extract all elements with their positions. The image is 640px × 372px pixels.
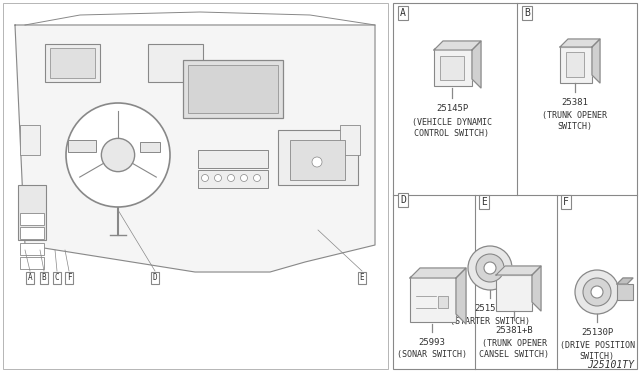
Polygon shape <box>496 266 541 275</box>
Bar <box>188 65 278 113</box>
Polygon shape <box>617 278 633 284</box>
Bar <box>68 140 96 152</box>
Polygon shape <box>472 41 481 88</box>
Polygon shape <box>592 39 600 83</box>
Circle shape <box>575 270 619 314</box>
Bar <box>496 275 532 311</box>
Text: 25150N: 25150N <box>474 304 506 313</box>
Bar <box>198 170 268 188</box>
Text: C: C <box>54 273 60 282</box>
Bar <box>140 142 160 152</box>
Circle shape <box>227 174 234 182</box>
Polygon shape <box>15 25 375 272</box>
Circle shape <box>66 103 170 207</box>
Bar <box>440 56 464 80</box>
Text: (DRIVE POSITION
SWITCH): (DRIVE POSITION SWITCH) <box>559 341 634 361</box>
Bar <box>410 276 456 322</box>
Circle shape <box>468 246 512 290</box>
Bar <box>340 125 360 155</box>
Bar <box>45 44 100 82</box>
Polygon shape <box>456 268 466 324</box>
Polygon shape <box>434 41 481 50</box>
Text: A: A <box>28 273 32 282</box>
Bar <box>566 52 584 77</box>
Circle shape <box>101 138 134 171</box>
Text: 25993: 25993 <box>419 338 445 347</box>
Bar <box>20 257 44 269</box>
Bar <box>438 296 448 308</box>
Circle shape <box>241 174 248 182</box>
Bar <box>50 48 95 78</box>
Text: E: E <box>360 273 364 282</box>
Bar <box>393 3 637 369</box>
Bar <box>183 60 283 118</box>
Bar <box>290 140 345 180</box>
Bar <box>278 130 358 185</box>
Text: (TRUNK OPENER
SWITCH): (TRUNK OPENER SWITCH) <box>543 111 607 131</box>
Circle shape <box>476 254 504 282</box>
Text: F: F <box>67 273 71 282</box>
Bar <box>20 227 44 239</box>
Text: A: A <box>400 8 406 18</box>
Text: 25381+B: 25381+B <box>495 326 533 335</box>
Bar <box>617 284 633 300</box>
Text: E: E <box>481 197 487 207</box>
Text: (TRUNK OPENER
CANSEL SWITCH): (TRUNK OPENER CANSEL SWITCH) <box>479 339 549 359</box>
Polygon shape <box>560 39 600 47</box>
Circle shape <box>214 174 221 182</box>
Circle shape <box>253 174 260 182</box>
Polygon shape <box>532 266 541 311</box>
Circle shape <box>484 262 496 274</box>
Bar <box>3 3 388 369</box>
Text: 25145P: 25145P <box>436 104 468 113</box>
Bar <box>198 150 268 168</box>
Circle shape <box>583 278 611 306</box>
Text: B: B <box>524 8 530 18</box>
Circle shape <box>591 286 603 298</box>
Bar <box>148 44 203 82</box>
Text: B: B <box>42 273 46 282</box>
Text: D: D <box>400 195 406 205</box>
Text: D: D <box>153 273 157 282</box>
Bar <box>20 125 40 155</box>
Bar <box>434 48 472 86</box>
Text: (STARTER SWITCH): (STARTER SWITCH) <box>450 317 530 326</box>
Text: 25381: 25381 <box>561 98 588 107</box>
Text: (VEHICLE DYNAMIC
CONTROL SWITCH): (VEHICLE DYNAMIC CONTROL SWITCH) <box>412 118 492 138</box>
Bar <box>20 243 44 255</box>
Bar <box>18 185 46 240</box>
Text: F: F <box>563 197 569 207</box>
Circle shape <box>202 174 209 182</box>
Polygon shape <box>410 268 466 278</box>
Circle shape <box>312 157 322 167</box>
Bar <box>560 47 592 83</box>
Text: (SONAR SWITCH): (SONAR SWITCH) <box>397 350 467 359</box>
Text: J25101TY: J25101TY <box>587 360 634 370</box>
Text: 25130P: 25130P <box>581 328 613 337</box>
Bar <box>20 213 44 225</box>
